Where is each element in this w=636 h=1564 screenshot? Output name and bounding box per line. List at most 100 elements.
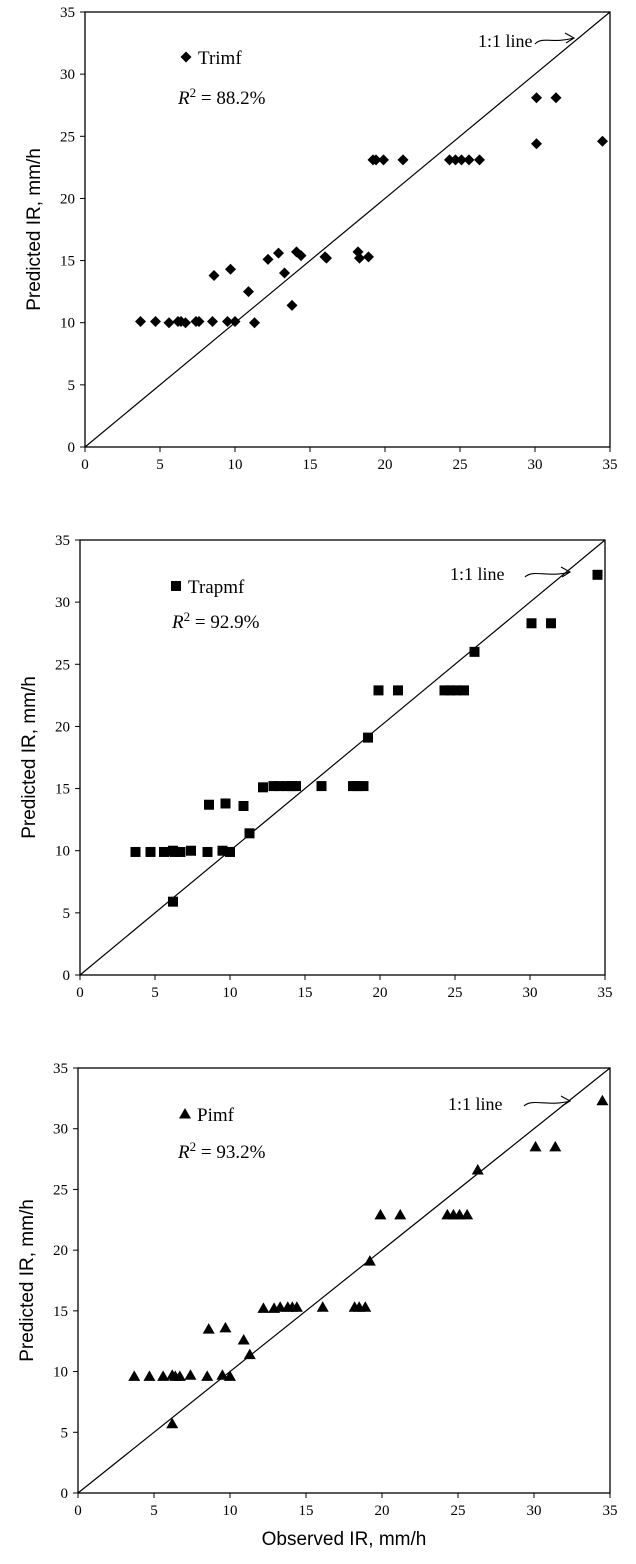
data-point [169,846,180,857]
y-tick-label: 0 [63,968,71,984]
data-point [439,685,450,696]
data-point [159,846,169,857]
data-point [378,154,389,166]
x-tick-label: 20 [375,1503,390,1519]
data-point [316,1301,329,1312]
plot-frame [84,11,611,448]
y-tick-label: 25 [55,657,70,673]
series-trimf [135,92,608,329]
data-point [130,846,141,857]
data-point [225,263,236,275]
data-point [184,1369,197,1380]
legend-label: Pimf [197,1105,235,1126]
data-point [180,317,191,329]
data-point [363,732,373,743]
data-point [274,781,285,792]
data-point [393,685,403,696]
data-point [237,1334,250,1345]
data-point [224,1370,236,1381]
data-point [531,138,542,150]
x-tick-label: 0 [74,1503,82,1519]
data-point [217,845,228,856]
data-point [550,92,562,104]
data-point [363,1255,376,1266]
x-tick-label: 15 [299,1503,314,1519]
y-tick-label: 25 [53,1182,68,1198]
data-point [450,154,461,166]
data-point [279,267,290,279]
data-point [220,798,231,809]
data-point [373,685,384,696]
data-point [358,781,369,792]
one-to-one-line [79,539,606,976]
x-tick-label: 35 [603,457,618,473]
data-point [175,846,186,857]
data-point [370,154,382,166]
data-point [461,1208,474,1220]
y-tick-label: 25 [60,129,75,145]
data-point [173,1370,186,1381]
data-point [451,685,462,696]
one-to-one-label: 1:1 line [448,1094,503,1114]
x-tick-label: 20 [373,985,388,1001]
data-point [243,286,254,298]
data-point [394,1208,407,1220]
legend-label: Trimf [198,48,242,69]
data-point [262,253,274,265]
data-point [143,1370,156,1381]
y-tick-label: 0 [68,440,76,456]
x-tick-label: 15 [298,985,313,1001]
data-point [243,1348,256,1360]
scatter-panel-trimf: 0 5 10 15 20 25 30 35 0 5 10 15 20 25 30 35 Predicted IR… [24,5,618,473]
y-tick-label: 30 [53,1122,68,1138]
y-tick-label: 15 [60,254,75,270]
data-point [444,154,455,166]
x-tick-label: 30 [527,1503,542,1519]
x-tick-label: 35 [603,1503,618,1519]
x-axis-label: Observed IR, mm/h [262,1529,427,1550]
one-to-one-arrowhead [560,1095,572,1107]
x-tick-label: 5 [156,457,164,473]
y-tick-label: 10 [53,1365,68,1381]
legend-marker [171,581,181,591]
x-tick-label: 25 [453,457,468,473]
data-point [208,269,220,281]
scatter-panel-pimf: 0 5 10 15 20 25 30 35 0 5 10 15 20 25 30 35 Predicted IR… [17,1061,618,1550]
data-point [354,252,365,264]
one-to-one-line [77,1067,611,1494]
data-point [445,685,456,696]
y-tick-label: 5 [68,378,76,394]
data-point [193,315,205,327]
data-point [204,799,214,810]
data-point [258,782,268,793]
y-tick-label: 20 [55,719,70,735]
legend-marker [180,51,192,63]
x-tick-label: 20 [378,457,393,473]
data-point [352,781,363,792]
y-tick-label: 15 [55,782,70,798]
y-tick-label: 5 [63,906,71,922]
data-point [216,1369,229,1380]
data-point [546,618,556,629]
data-point [529,1140,542,1152]
y-tick-label: 0 [61,1486,69,1502]
y-tick-label: 35 [53,1061,68,1077]
data-point [526,618,537,629]
data-point [531,92,542,104]
data-point [207,315,218,327]
data-point [274,1301,287,1312]
data-point [219,1321,232,1333]
data-point [549,1140,562,1152]
one-to-one-label: 1:1 line [450,564,505,584]
y-tick-label: 35 [55,533,70,549]
x-tick-label: 30 [528,457,543,473]
data-point [316,781,327,792]
x-tick-label: 0 [76,985,84,1001]
data-point [229,315,241,327]
data-point [363,251,374,263]
one-to-one-arrowhead [560,566,572,578]
data-point [459,685,469,696]
data-point [397,154,409,166]
data-point [249,317,260,329]
data-point [150,315,161,327]
